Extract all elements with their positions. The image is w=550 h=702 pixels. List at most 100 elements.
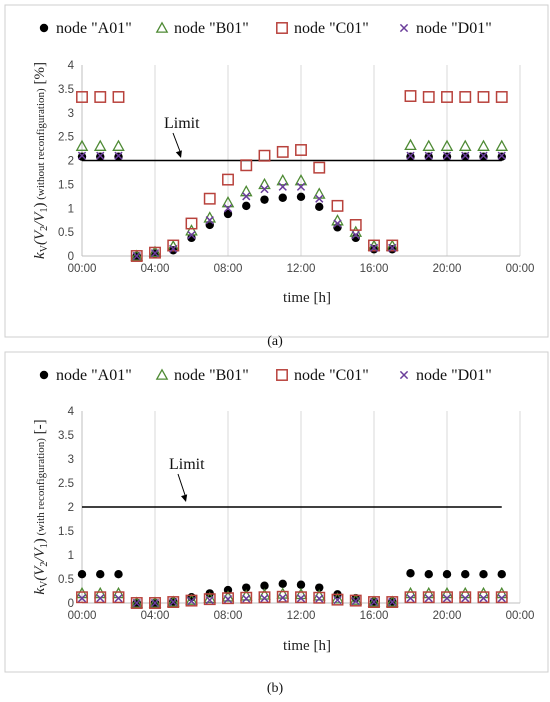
data-point xyxy=(114,594,123,603)
series xyxy=(76,590,508,609)
data-point xyxy=(351,230,360,240)
chart-panel-1: 00:00 04:00 08:00 12:00 16:00 20:00 00:0000.51… xyxy=(4,4,549,338)
data-point xyxy=(185,224,198,236)
data-point xyxy=(333,595,342,605)
data-point xyxy=(477,91,490,103)
y-label-v1-base: /V xyxy=(32,546,48,562)
y-label-v2-base: (V xyxy=(32,229,48,245)
data-point xyxy=(258,149,271,162)
data-point xyxy=(166,595,180,607)
legend-label: node "D01" xyxy=(416,20,492,37)
data-point xyxy=(203,593,216,606)
data-point xyxy=(294,174,308,186)
data-point xyxy=(130,250,143,262)
x-axis-label: time [h] xyxy=(283,290,331,306)
data-point xyxy=(77,570,87,579)
x-tick-label: 20:00 xyxy=(433,263,462,275)
data-point xyxy=(458,139,472,151)
data-point xyxy=(368,596,380,608)
data-point xyxy=(406,569,415,578)
y-tick-label: 1.5 xyxy=(58,526,74,538)
data-point xyxy=(130,249,144,261)
legend-label: node "C01" xyxy=(294,367,369,384)
data-point xyxy=(386,596,399,608)
data-point xyxy=(96,594,105,603)
legend-entry: node "B01" xyxy=(155,367,249,384)
data-point xyxy=(150,249,160,258)
data-point xyxy=(349,593,363,605)
data-point xyxy=(149,597,161,609)
legend-entry: node "A01" xyxy=(39,367,132,384)
y-label-v1-base: /V xyxy=(32,211,48,227)
data-point xyxy=(315,594,324,603)
data-point xyxy=(112,591,125,604)
data-point xyxy=(313,161,326,174)
data-point xyxy=(130,596,144,608)
data-point xyxy=(406,594,415,603)
data-point xyxy=(313,591,326,604)
data-point xyxy=(149,246,161,259)
data-point xyxy=(260,185,269,194)
y-tick-label: 2 xyxy=(68,156,74,168)
legend-marker xyxy=(399,370,409,380)
legend-entry: node "D01" xyxy=(399,20,492,37)
limit-label: Limit xyxy=(164,115,200,132)
x-tick-label: 20:00 xyxy=(433,610,462,622)
data-point xyxy=(404,90,417,102)
data-point xyxy=(315,583,324,592)
data-point xyxy=(96,151,105,160)
x-tick-label: 08:00 xyxy=(214,263,243,275)
x-tick-label: 00:00 xyxy=(506,263,535,275)
data-point xyxy=(222,173,234,186)
y-tick-label: 3.5 xyxy=(58,430,74,442)
data-point xyxy=(278,193,287,202)
data-point xyxy=(223,585,233,595)
x-tick-label: 00:00 xyxy=(68,263,97,275)
y-label-sub-2: 2 xyxy=(39,226,50,231)
y-label-close: ) xyxy=(32,203,48,208)
data-point xyxy=(187,230,196,240)
panel-border xyxy=(4,351,549,673)
data-point xyxy=(331,593,344,606)
y-tick-label: 1 xyxy=(68,550,74,562)
data-point xyxy=(477,591,490,604)
chart-panel-2: 00:00 04:00 08:00 12:00 16:00 20:00 00:0000.51… xyxy=(4,351,549,673)
data-point xyxy=(404,138,417,151)
data-point xyxy=(369,243,379,253)
legend-marker xyxy=(276,369,288,381)
data-point xyxy=(424,570,433,579)
data-point xyxy=(187,233,196,243)
data-point xyxy=(93,586,107,599)
data-point xyxy=(223,209,233,219)
data-point xyxy=(349,219,362,231)
data-point xyxy=(94,91,107,103)
legend-label: node "B01" xyxy=(174,367,249,384)
data-point xyxy=(369,597,379,607)
legend-marker xyxy=(39,370,49,380)
legend-marker xyxy=(399,23,409,33)
data-point xyxy=(479,570,488,579)
data-point xyxy=(242,201,251,211)
series xyxy=(77,151,506,261)
data-point xyxy=(258,177,271,190)
data-point xyxy=(477,586,490,599)
data-point xyxy=(278,182,287,191)
data-point xyxy=(422,91,435,103)
data-point xyxy=(276,587,290,599)
y-axis-label: kV(V2/V1) (without reconfiguration) [%] xyxy=(32,62,50,259)
data-point xyxy=(442,151,452,160)
data-point xyxy=(96,570,105,579)
data-point xyxy=(477,139,490,151)
data-point xyxy=(222,592,234,605)
data-point xyxy=(385,595,399,607)
data-point xyxy=(461,151,470,160)
legend-entry: node "C01" xyxy=(276,367,369,384)
data-point xyxy=(422,591,435,604)
data-point xyxy=(260,581,269,590)
data-point xyxy=(205,595,214,605)
data-point xyxy=(442,594,452,603)
y-label-k: k xyxy=(32,588,48,595)
legend-label: node "C01" xyxy=(294,20,369,37)
data-point xyxy=(276,590,289,603)
